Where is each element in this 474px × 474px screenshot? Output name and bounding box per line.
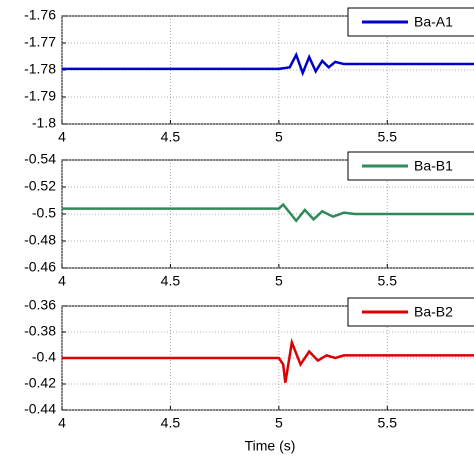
x-tick-label: 4.5 — [161, 129, 181, 145]
legend-label: Ba-B2 — [414, 304, 453, 320]
y-tick-label: -0.46 — [24, 259, 56, 275]
x-tick-label: 5 — [275, 415, 283, 431]
legend-label: Ba-A1 — [414, 14, 453, 30]
y-tick-label: -1.8 — [32, 115, 56, 131]
legend-box — [347, 7, 474, 37]
y-tick-label: -0.42 — [24, 375, 56, 391]
y-tick-label: -1.79 — [24, 88, 56, 104]
x-tick-label: 4 — [58, 415, 66, 431]
x-tick-label: 5.5 — [378, 129, 398, 145]
data-line — [62, 51, 474, 77]
x-tick-label: 4 — [58, 129, 66, 145]
legend-label: Ba-B1 — [414, 158, 453, 174]
y-tick-label: -1.76 — [24, 7, 56, 23]
y-tick-label: -1.77 — [24, 34, 56, 50]
x-tick-label: 4.5 — [161, 415, 181, 431]
x-tick-label: 5.5 — [378, 273, 398, 289]
x-tick-label: 5.5 — [378, 415, 398, 431]
y-tick-label: -0.5 — [32, 205, 56, 221]
x-axis-label: Time (s) — [245, 438, 296, 454]
x-tick-label: 5 — [275, 273, 283, 289]
x-tick-label: 4 — [58, 273, 66, 289]
x-tick-label: 5 — [275, 129, 283, 145]
legend-box — [347, 151, 474, 181]
data-line — [62, 202, 474, 223]
y-tick-label: -0.4 — [32, 349, 56, 365]
y-tick-label: -0.44 — [24, 401, 56, 417]
y-tick-label: -0.36 — [24, 297, 56, 313]
y-tick-label: -0.54 — [24, 151, 56, 167]
y-tick-label: -1.78 — [24, 61, 56, 77]
y-tick-label: -0.52 — [24, 178, 56, 194]
x-tick-label: 4.5 — [161, 273, 181, 289]
y-tick-label: -0.48 — [24, 232, 56, 248]
y-tick-label: -0.38 — [24, 323, 56, 339]
data-line — [62, 337, 474, 383]
